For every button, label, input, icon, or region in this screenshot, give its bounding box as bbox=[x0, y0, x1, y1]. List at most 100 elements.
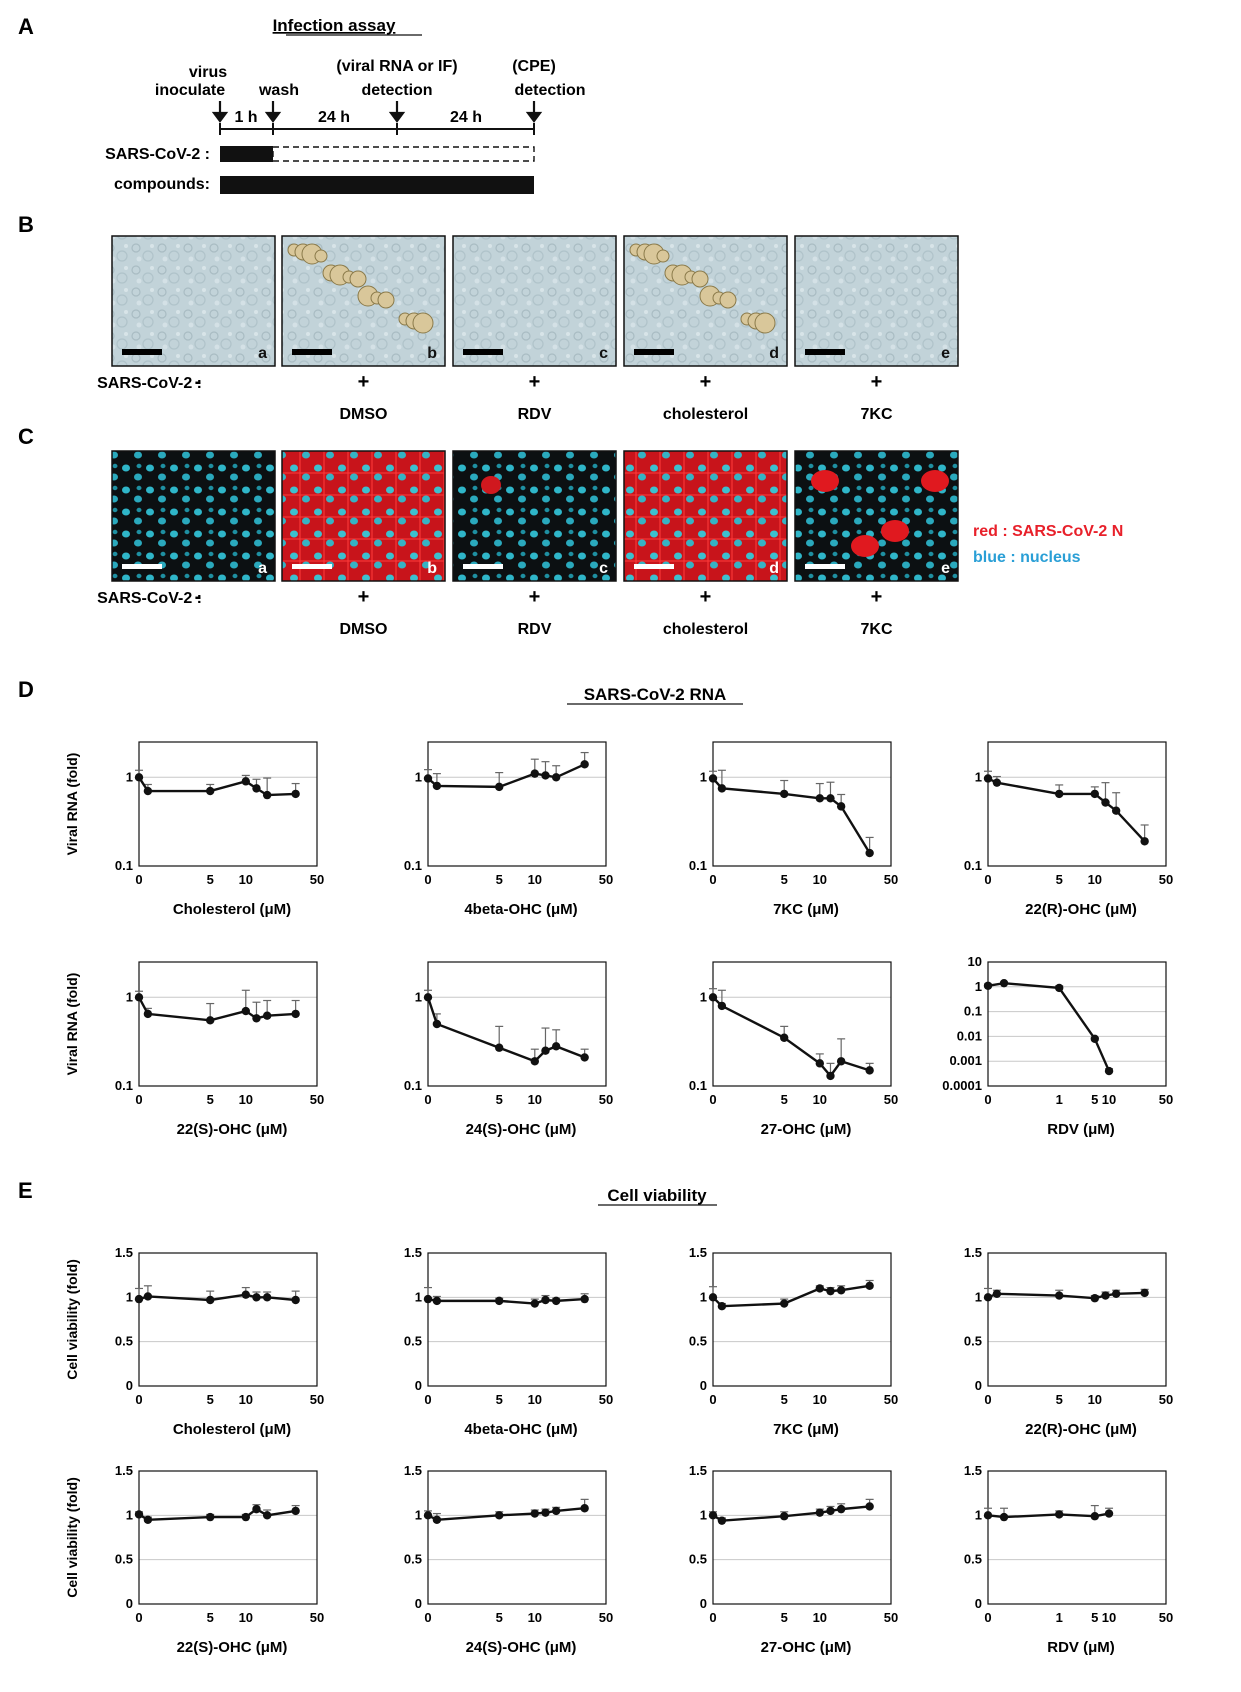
infection-sign: + bbox=[358, 371, 370, 393]
data-point bbox=[291, 1295, 300, 1305]
panel-labels: A B C D E bbox=[18, 14, 34, 1203]
y-tick-label: 0 bbox=[415, 1596, 422, 1611]
y-tick-label: 0.1 bbox=[689, 858, 707, 873]
data-point bbox=[291, 789, 300, 799]
infection-sign: - bbox=[195, 586, 202, 608]
data-point bbox=[708, 993, 718, 1002]
data-point bbox=[291, 1009, 300, 1019]
data-point bbox=[717, 1001, 727, 1011]
data-point bbox=[780, 1033, 789, 1042]
series-line bbox=[427, 763, 586, 789]
data-point bbox=[815, 1059, 824, 1068]
bf-micrograph-d: d bbox=[623, 235, 788, 367]
infection-sign: + bbox=[358, 586, 370, 608]
data-point bbox=[423, 774, 433, 783]
x-axis-label: Cholesterol (μM) bbox=[173, 901, 291, 918]
data-point bbox=[241, 1512, 250, 1522]
data-point bbox=[423, 993, 433, 1002]
y-tick-label: 1.5 bbox=[404, 1245, 422, 1260]
x-tick-label: 50 bbox=[310, 1092, 324, 1107]
x-axis-label: 22(S)-OHC (μM) bbox=[177, 1639, 288, 1656]
series-line bbox=[987, 981, 1111, 1072]
infection-sign: + bbox=[529, 586, 541, 608]
rna-title: SARS-CoV-2 RNA bbox=[584, 685, 727, 704]
x-tick-label: 50 bbox=[599, 1092, 613, 1107]
data-point bbox=[134, 773, 144, 782]
y-tick-label: 0.01 bbox=[957, 1028, 982, 1043]
data-point bbox=[530, 1509, 539, 1518]
x-tick-label: 10 bbox=[1102, 1092, 1116, 1107]
data-point bbox=[580, 1053, 589, 1062]
series-line bbox=[712, 1284, 870, 1308]
x-tick-label: 10 bbox=[239, 1092, 253, 1107]
scale-bar bbox=[634, 564, 674, 569]
y-tick-label: 0.1 bbox=[964, 858, 982, 873]
data-point bbox=[134, 993, 144, 1002]
y-tick-label: 1 bbox=[126, 769, 133, 784]
x-tick-label: 50 bbox=[599, 1392, 613, 1407]
treatment-label: DMSO bbox=[340, 621, 388, 638]
x-tick-label: 10 bbox=[813, 1092, 827, 1107]
x-tick-label: 5 bbox=[207, 872, 214, 887]
data-point bbox=[551, 1506, 561, 1516]
plot-frame bbox=[138, 1252, 318, 1387]
scale-bar bbox=[292, 564, 332, 569]
data-point bbox=[708, 1511, 718, 1520]
y-tick-label: 0.0001 bbox=[942, 1078, 982, 1093]
data-point bbox=[717, 1302, 727, 1311]
y-tick-label: 1 bbox=[700, 1507, 707, 1522]
x-tick-label: 0 bbox=[709, 1610, 716, 1625]
series-line bbox=[712, 777, 871, 854]
step-cpe-line1: (CPE) bbox=[512, 58, 556, 75]
chart-E-12: 1.5 1 0.5 00 5 10 50 22(S)-OHC (μM) Cell viabili… bbox=[64, 1463, 324, 1656]
x-axis-label: 22(S)-OHC (μM) bbox=[177, 1121, 288, 1138]
plot-frame bbox=[712, 1470, 892, 1605]
treatment-label: DMSO bbox=[340, 406, 388, 423]
x-tick-label: 5 bbox=[496, 1610, 503, 1625]
x-tick-label: 5 bbox=[1091, 1092, 1098, 1107]
x-tick-label: 5 bbox=[496, 872, 503, 887]
data-point bbox=[708, 1293, 718, 1302]
data-point bbox=[206, 786, 215, 796]
y-tick-label: 1 bbox=[415, 1289, 422, 1304]
data-point bbox=[134, 1510, 144, 1519]
y-tick-label: 0.1 bbox=[115, 1078, 133, 1093]
row-label-sars: SARS-CoV-2 : bbox=[105, 146, 210, 163]
panel-label-c: C bbox=[18, 424, 34, 449]
scale-bar bbox=[122, 564, 162, 569]
data-point bbox=[1111, 806, 1121, 815]
data-point bbox=[983, 774, 993, 783]
y-tick-label: 0.5 bbox=[115, 1552, 133, 1567]
panel-label-e: E bbox=[18, 1178, 33, 1203]
y-tick-label: 0.1 bbox=[689, 1078, 707, 1093]
x-tick-label: 10 bbox=[528, 1392, 542, 1407]
x-tick-label: 50 bbox=[1159, 1392, 1173, 1407]
compounds-bar bbox=[220, 176, 534, 194]
y-axis-label: Viral RNA (fold) bbox=[64, 753, 80, 856]
x-tick-label: 10 bbox=[1088, 872, 1102, 887]
micrograph-letter: e bbox=[941, 560, 950, 577]
y-tick-label: 1.5 bbox=[689, 1463, 707, 1478]
x-tick-label: 5 bbox=[496, 1392, 503, 1407]
data-point bbox=[865, 1281, 874, 1291]
x-axis-label: 27-OHC (μM) bbox=[761, 1121, 852, 1138]
micrograph-letter: b bbox=[427, 560, 437, 577]
x-tick-label: 0 bbox=[135, 1610, 142, 1625]
series-line bbox=[137, 996, 296, 1022]
if-micrograph-d: d bbox=[623, 450, 788, 582]
data-point bbox=[432, 1019, 442, 1029]
chart-E-14: 1.5 1 0.5 00 5 10 50 27-OHC (μM) bbox=[689, 1463, 898, 1656]
row-label-compounds: compounds: bbox=[114, 176, 210, 193]
data-point bbox=[432, 781, 442, 791]
data-point bbox=[580, 760, 589, 769]
timeline-axis bbox=[219, 123, 535, 135]
treatment-label: RDV bbox=[518, 621, 552, 638]
data-point bbox=[541, 1508, 550, 1517]
data-point bbox=[206, 1016, 215, 1025]
data-point bbox=[1104, 1066, 1114, 1076]
x-axis-label: 7KC (μM) bbox=[773, 1421, 839, 1438]
legend-blue: blue : nucleus bbox=[973, 549, 1081, 566]
data-point bbox=[252, 1014, 261, 1023]
step-cpe-line2: detection bbox=[514, 82, 585, 99]
data-point bbox=[241, 1290, 250, 1299]
